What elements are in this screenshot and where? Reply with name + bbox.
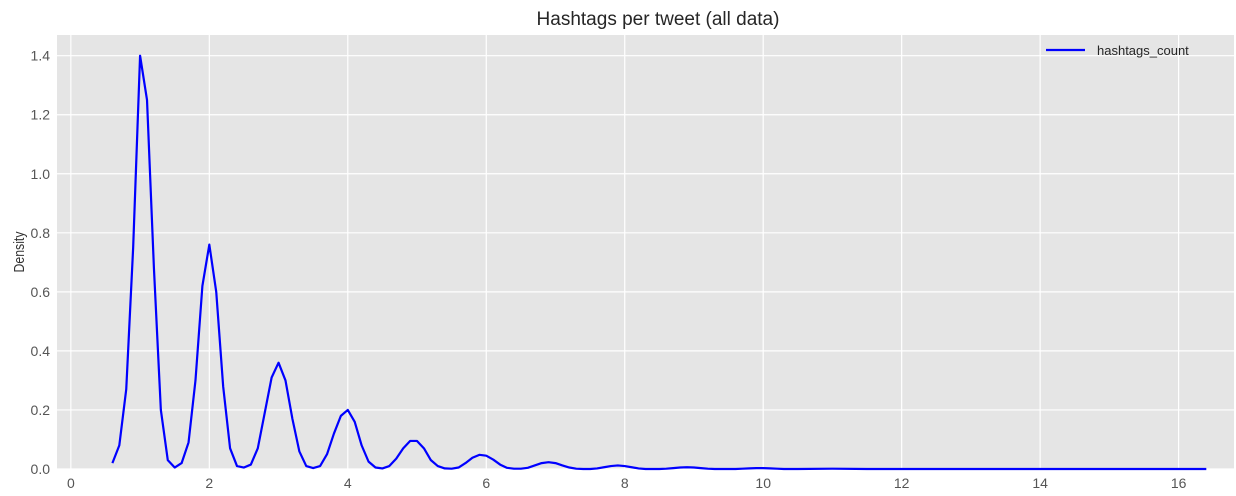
x-tick-label: 6 xyxy=(482,475,490,491)
x-tick-label: 4 xyxy=(344,475,352,491)
x-tick-label: 10 xyxy=(755,475,771,491)
y-tick-label: 0.8 xyxy=(31,225,51,241)
y-tick-label: 0.0 xyxy=(31,461,51,477)
x-tick-label: 8 xyxy=(621,475,629,491)
x-tick-labels: 0 2 4 6 8 10 12 14 16 xyxy=(67,475,1187,491)
y-tick-label: 1.0 xyxy=(31,166,51,182)
y-tick-label: 1.2 xyxy=(31,107,51,123)
y-tick-label: 0.2 xyxy=(31,402,51,418)
legend: hashtags_count xyxy=(1046,43,1189,58)
chart-title: Hashtags per tweet (all data) xyxy=(537,9,780,30)
x-tick-label: 2 xyxy=(205,475,213,491)
y-tick-labels: 0.0 0.2 0.4 0.6 0.8 1.0 1.2 1.4 xyxy=(31,48,51,477)
series-line-hashtags-count xyxy=(111,54,1207,471)
y-axis-label: Density xyxy=(11,231,27,272)
series-layer xyxy=(111,54,1207,471)
y-tick-label: 0.4 xyxy=(31,343,51,359)
x-tick-label: 14 xyxy=(1032,475,1048,491)
y-tick-label: 0.6 xyxy=(31,284,51,300)
x-tick-label: 0 xyxy=(67,475,75,491)
plot-area xyxy=(57,35,1234,469)
x-gridlines xyxy=(70,35,1180,469)
legend-label-hashtags-count: hashtags_count xyxy=(1097,43,1189,58)
x-tick-label: 16 xyxy=(1171,475,1187,491)
x-tick-label: 12 xyxy=(894,475,910,491)
y-tick-label: 1.4 xyxy=(31,48,51,64)
